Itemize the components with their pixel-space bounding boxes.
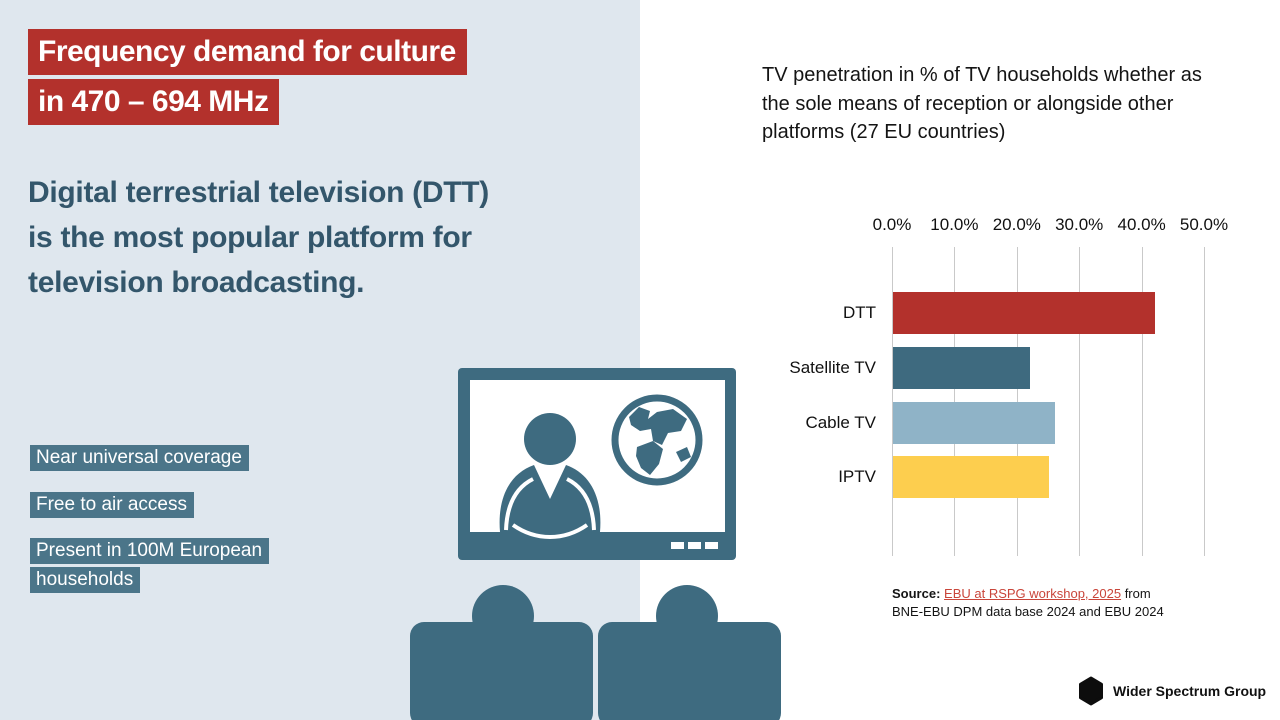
gridline: [954, 247, 956, 556]
slide-title-line-1: Frequency demand for culture: [28, 29, 467, 75]
gridline: [892, 247, 893, 556]
badge-label: Free to air access: [30, 492, 194, 518]
source-link[interactable]: EBU at RSPG workshop, 2025: [944, 586, 1122, 601]
bar-iptv: [893, 456, 1049, 499]
bar-cable-tv: [893, 401, 1056, 444]
brand-logo: Wider Spectrum Group: [1078, 676, 1266, 706]
hexagon-logo-icon: [1079, 676, 1103, 706]
slide-subtitle: Digital terrestrial television (DTT) is …: [28, 176, 489, 299]
source-label: Source:: [892, 586, 941, 601]
tv-broadcast-audience-illustration: [410, 368, 781, 720]
x-tick-label: 50.0%: [1179, 215, 1229, 234]
gridline: [1141, 247, 1143, 556]
gridline: [1016, 247, 1018, 556]
slide-title-line-2: in 470 – 694 MHz: [28, 79, 280, 125]
category-label-iptv: IPTV: [838, 467, 876, 487]
brand-name: Wider Spectrum Group: [1113, 683, 1267, 699]
gridline: [1204, 247, 1205, 556]
x-tick-label: 10.0%: [930, 215, 979, 234]
badge-100m-households: Present in 100M European households: [30, 537, 292, 595]
news-anchor-icon: [499, 413, 601, 539]
x-tick-label: 30.0%: [1055, 215, 1104, 234]
audience-viewers-icon: [410, 585, 781, 720]
slide-title: Frequency demand for culture in 470 – 69…: [28, 29, 467, 129]
chart-title: TV penetration in % of TV households whe…: [762, 64, 1202, 143]
category-label-cable-tv: Cable TV: [805, 412, 876, 432]
bar-satellite-tv: [893, 346, 1031, 389]
gridline: [1079, 247, 1081, 556]
bar-dtt: [893, 292, 1156, 334]
globe-icon: [611, 394, 703, 486]
x-tick-label: 20.0%: [992, 215, 1041, 234]
x-tick-label: 40.0%: [1117, 215, 1166, 234]
badge-free-to-air-access: Free to air access: [30, 491, 194, 520]
category-label-satellite-tv: Satellite TV: [789, 357, 876, 377]
badge-near-universal-coverage: Near universal coverage: [30, 444, 249, 473]
badge-label: Near universal coverage: [30, 445, 249, 471]
x-tick-label: 0.0%: [872, 215, 912, 234]
source-rest: from BNE-EBU DPM data base 2024 and EBU …: [892, 586, 1164, 619]
category-label-dtt: DTT: [842, 303, 876, 322]
source-note: Source: EBU at RSPG workshop, 2025 from …: [892, 585, 1177, 620]
